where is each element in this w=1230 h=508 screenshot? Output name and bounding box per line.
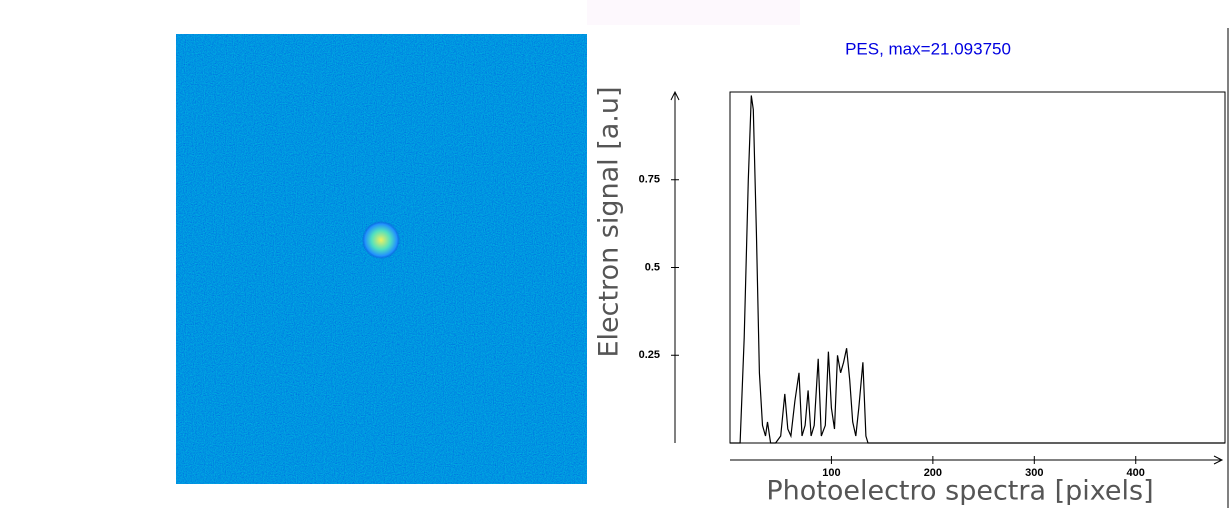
x-tick-label: 300 xyxy=(1025,467,1043,479)
header-strip xyxy=(587,0,800,25)
chart-title: PES, max=21.093750 xyxy=(845,39,1011,58)
x-axis-arrow xyxy=(1213,455,1224,465)
y-tick-label: 0.75 xyxy=(639,174,660,186)
y-tick-label: 0.5 xyxy=(645,261,660,273)
spectrum-line xyxy=(730,95,1225,444)
x-tick-label: 200 xyxy=(924,467,942,479)
y-axis-arrow xyxy=(670,90,680,101)
detector-noise xyxy=(176,34,587,484)
y-axis-label: Electron signal [a.u] xyxy=(594,86,625,357)
x-tick-label: 400 xyxy=(1127,467,1145,479)
x-axis-label: Photoelectro spectra [pixels] xyxy=(766,476,1153,507)
x-tick-label: 100 xyxy=(822,467,840,479)
plot-frame xyxy=(729,91,1226,444)
y-tick-label: 0.25 xyxy=(639,349,660,361)
detector-spot xyxy=(362,221,400,259)
